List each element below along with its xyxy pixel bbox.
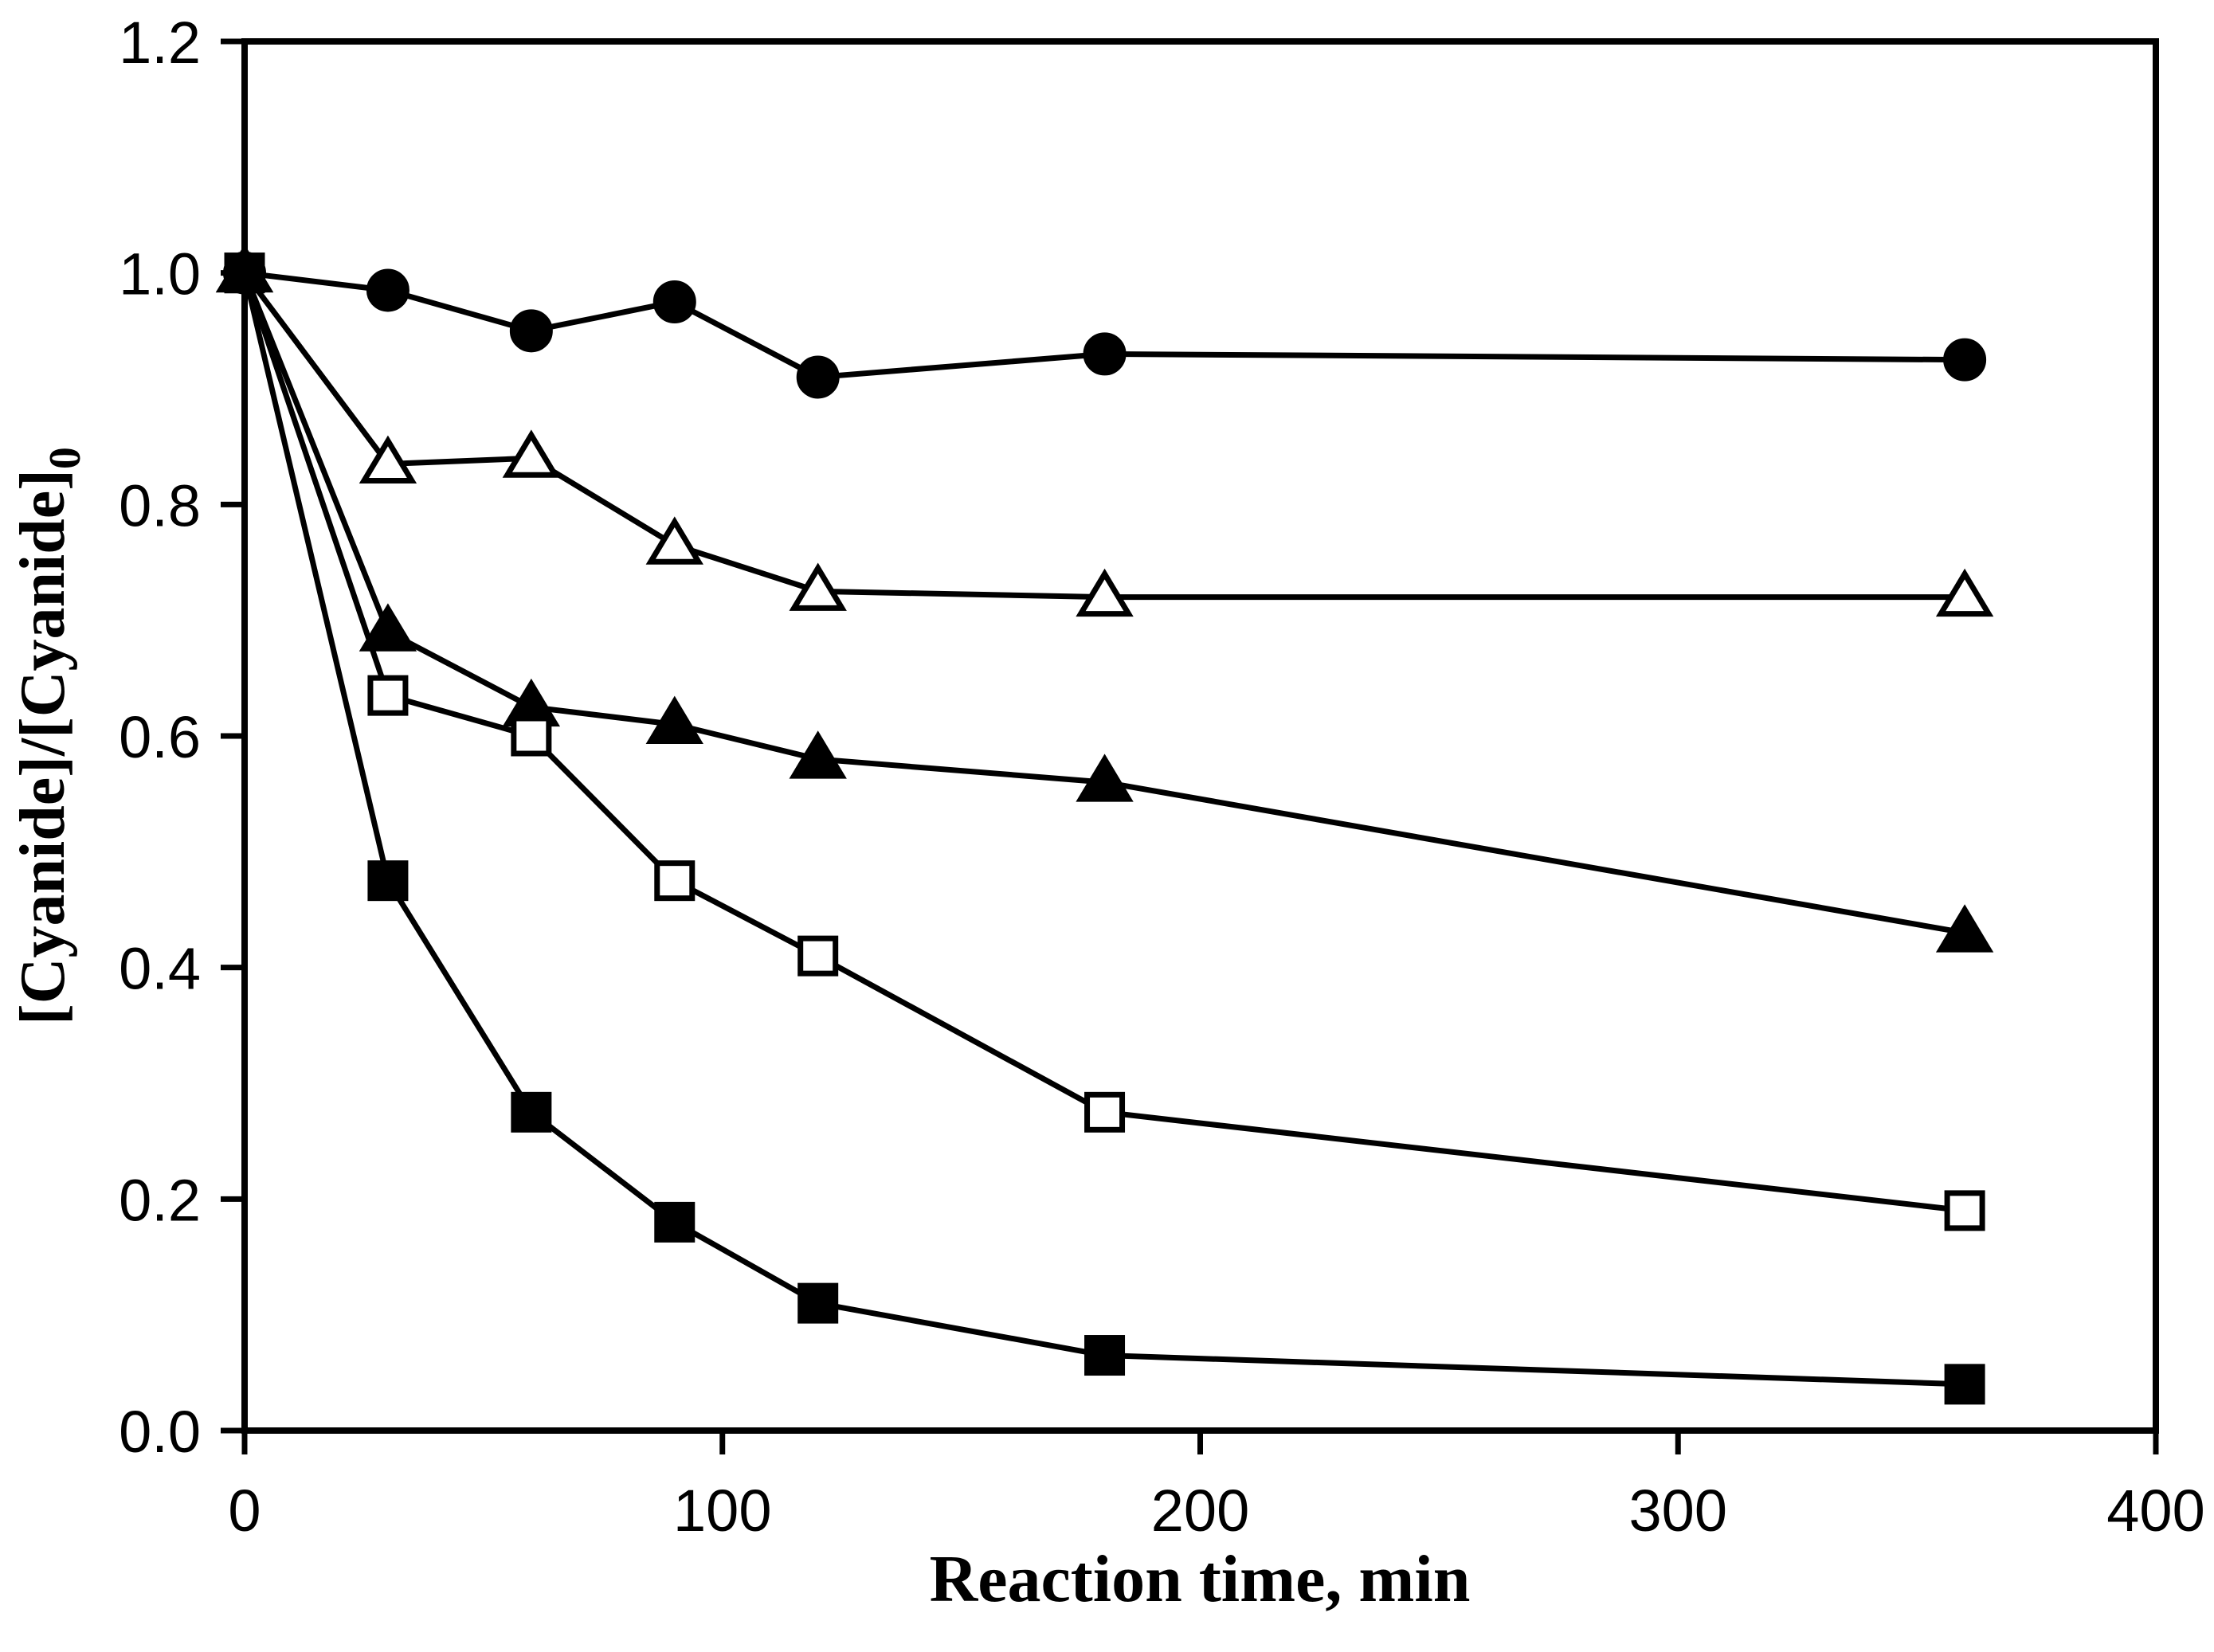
y-tick-label: 0.8 [119,472,201,538]
marker-filled-triangle [1076,754,1134,802]
y-tick-label: 0.0 [119,1399,201,1465]
marker-filled-square [511,1091,552,1133]
marker-filled-triangle [1935,904,1994,953]
marker-filled-circle [1943,338,1987,382]
marker-filled-square [224,252,265,294]
marker-open-square [1944,1190,1985,1231]
marker-filled-circle [796,355,840,399]
marker-open-square [797,935,839,977]
marker-open-triangle [502,429,561,478]
marker-filled-circle [652,280,696,323]
marker-filled-circle [366,268,409,312]
x-tick-label: 400 [2106,1478,2204,1544]
y-axis-title-subscript: 0 [41,447,90,469]
y-tick-label: 1.2 [119,10,201,76]
marker-open-square [654,860,696,902]
marker-open-triangle [359,435,417,483]
x-tick-label: 200 [1151,1478,1249,1544]
marker-filled-triangle [789,730,847,779]
marker-open-square [511,715,552,757]
y-tick-label: 1.0 [119,241,201,307]
marker-open-triangle [645,516,703,565]
x-tick-label: 0 [228,1478,261,1544]
marker-filled-circle [1083,332,1127,376]
marker-open-square [1084,1091,1126,1133]
x-tick-label: 300 [1629,1478,1727,1544]
y-tick-label: 0.4 [119,936,201,1002]
y-tick-label: 0.2 [119,1167,201,1233]
series-line-filled-square [241,272,1965,1388]
marker-filled-triangle [645,695,703,744]
marker-open-square [367,675,409,716]
marker-open-triangle [789,562,847,611]
marker-filled-square [367,860,409,902]
marker-filled-square [1944,1364,1985,1405]
marker-filled-triangle [359,603,417,652]
y-tick-label: 0.6 [119,704,201,770]
plot-generated-layer: 0 100 200 300 400 0.0 0.2 0.4 0.6 0.8 1.0 1.2 [119,10,2205,1544]
y-axis-title-main: [Cyanide]/[Cyanide] [8,469,78,1025]
marker-filled-circle [509,309,553,353]
y-axis-title: [Cyanide]/[Cyanide]0 [8,447,90,1025]
marker-filled-square [654,1201,696,1243]
x-tick-label: 100 [673,1478,771,1544]
marker-filled-square [1084,1335,1126,1376]
marker-filled-square [797,1282,839,1324]
marker-open-triangle [1076,568,1134,617]
marker-open-triangle [1935,568,1994,617]
x-axis-title: Reaction time, min [930,1542,1471,1616]
